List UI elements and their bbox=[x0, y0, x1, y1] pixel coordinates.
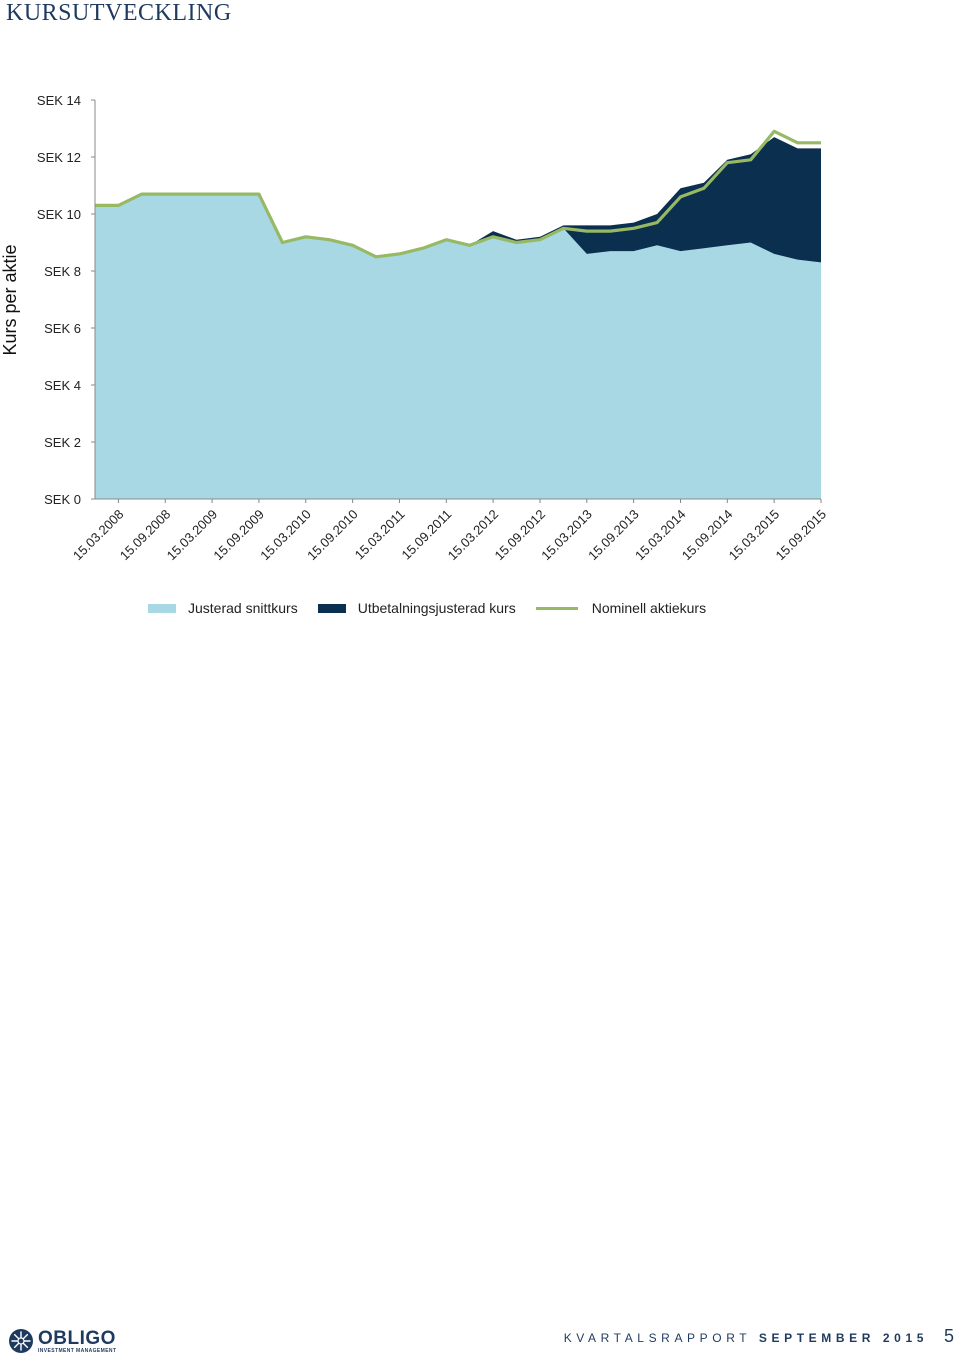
legend-item-nominal: Nominell aktiekurs bbox=[535, 600, 707, 616]
y-tick-label: SEK 4 bbox=[44, 378, 81, 393]
legend-swatch-payout bbox=[317, 603, 346, 613]
x-axis-ticks: 15.03.200815.09.200815.03.200915.09.2009… bbox=[70, 499, 829, 563]
chart-legend: Justerad snittkurs Utbetalningsjusterad … bbox=[148, 598, 726, 618]
y-tick-label: SEK 0 bbox=[44, 492, 81, 507]
footer-report-period: SEPTEMBER 2015 bbox=[758, 1331, 928, 1345]
price-chart: SEK 0 SEK 2 SEK 4 SEK 6 SEK 8 SEK 10 SEK 12 SEK… bbox=[0, 93, 829, 563]
page-title: KURSUTVECKLING bbox=[6, 0, 232, 26]
y-tick-label: SEK 2 bbox=[44, 435, 81, 450]
logo-text: OBLIGO INVESTMENT MANAGEMENT bbox=[38, 1329, 116, 1354]
logo-subtitle: INVESTMENT MANAGEMENT bbox=[38, 1347, 117, 1354]
footer-report-title: KVARTALSRAPPORT SEPTEMBER 2015 bbox=[564, 1331, 928, 1345]
legend-label-adjusted: Justerad snittkurs bbox=[188, 600, 298, 616]
adjusted-average-area bbox=[95, 194, 821, 499]
legend-label-payout: Utbetalningsjusterad kurs bbox=[357, 600, 516, 616]
logo-wordmark: OBLIGO bbox=[38, 1327, 116, 1349]
page-number: 5 bbox=[943, 1326, 954, 1346]
x-tick-label: 15.09.2015 bbox=[772, 507, 829, 564]
plot-area bbox=[95, 129, 821, 499]
legend-item-adjusted: Justerad snittkurs bbox=[148, 600, 298, 616]
x-tick-label: 15.09.2010 bbox=[304, 507, 361, 564]
y-axis-title: Kurs per aktie bbox=[0, 244, 20, 355]
y-tick-label: SEK 12 bbox=[37, 150, 81, 165]
x-tick-label: 15.03.2011 bbox=[352, 507, 408, 563]
y-tick-label: SEK 6 bbox=[44, 321, 81, 336]
y-axis-ticks: SEK 0 SEK 2 SEK 4 SEK 6 SEK 8 SEK 10 SEK 12 SEK… bbox=[37, 93, 95, 507]
legend-label-nominal: Nominell aktiekurs bbox=[591, 600, 707, 616]
footer-report-type: KVARTALSRAPPORT bbox=[563, 1331, 751, 1345]
logo-emblem-icon bbox=[9, 1329, 33, 1353]
legend-item-payout: Utbetalningsjusterad kurs bbox=[317, 600, 516, 616]
nominal-price-line bbox=[95, 129, 821, 259]
y-tick-label: SEK 8 bbox=[44, 264, 81, 279]
y-tick-label: SEK 10 bbox=[37, 207, 81, 222]
y-tick-label: SEK 14 bbox=[37, 93, 81, 108]
legend-swatch-nominal bbox=[535, 606, 578, 610]
obligo-logo: OBLIGO INVESTMENT MANAGEMENT bbox=[8, 1328, 116, 1354]
legend-swatch-adjusted bbox=[148, 603, 176, 613]
